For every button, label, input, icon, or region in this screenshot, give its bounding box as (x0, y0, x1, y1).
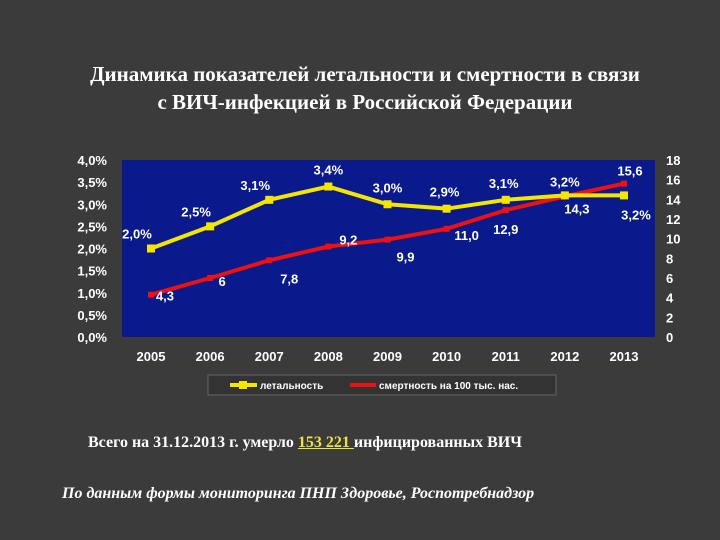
lethality-data-label: 3,2% (550, 174, 580, 189)
right-axis-tick: 16 (666, 173, 680, 188)
right-axis-tick: 2 (666, 310, 673, 325)
left-axis-tick: 0,5% (77, 308, 107, 323)
legend-mortality-label: смертность на 100 тыс. нас. (379, 381, 518, 392)
right-axis-tick: 6 (666, 271, 673, 286)
lethality-point (147, 244, 155, 253)
x-axis-tick: 2007 (255, 349, 284, 364)
right-axis-tick: 8 (666, 251, 673, 266)
mortality-data-label: 9,9 (396, 250, 414, 265)
mortality-data-label: 14,3 (564, 201, 589, 216)
mortality-point (207, 275, 214, 281)
mortality-point (148, 291, 154, 298)
lethality-point (324, 182, 333, 191)
slide-title-line-1: Динамика показателей летальности и смерт… (90, 62, 640, 86)
right-axis-tick: 0 (666, 330, 673, 345)
mortality-data-label: 4,3 (156, 289, 174, 304)
x-axis-tick: 2008 (314, 349, 343, 364)
left-axis-tick: 3,0% (77, 197, 107, 212)
mortality-point (443, 225, 450, 232)
slide-title-line-2: с ВИЧ-инфекцией в Российской Федерации (157, 90, 573, 114)
plot-area (122, 160, 655, 337)
slide-title: Динамика показателей летальности и смерт… (40, 60, 690, 116)
lethality-point (265, 195, 274, 204)
mortality-point (266, 257, 273, 264)
lethality-data-label: 3,2% (621, 207, 651, 222)
lethality-data-label: 3,1% (489, 176, 519, 191)
lethality-point (442, 204, 451, 213)
right-axis-tick: 14 (666, 192, 681, 207)
mortality-point (621, 180, 627, 187)
deaths-count: 153 221 (297, 434, 354, 451)
left-axis-tick: 3,5% (77, 175, 107, 190)
left-axis-tick: 0,0% (77, 330, 107, 345)
mortality-data-label: 11,0 (454, 228, 479, 243)
mortality-data-label: 9,2 (339, 233, 357, 248)
mortality-data-label: 12,9 (493, 222, 518, 237)
mortality-data-label: 7,8 (280, 271, 298, 286)
lethality-point (501, 195, 510, 204)
note-text-end: инфицированных ВИЧ (353, 434, 522, 451)
x-axis-tick: 2011 (492, 349, 520, 364)
legend-lethality-label: летальность (260, 381, 323, 392)
mortality-data-label: 6 (219, 274, 226, 289)
right-axis-tick: 12 (666, 212, 680, 227)
x-axis-tick: 2009 (373, 349, 402, 364)
mortality-point (384, 236, 391, 243)
right-axis-tick: 10 (666, 232, 680, 247)
left-axis-tick: 2,0% (77, 242, 107, 257)
lethality-data-label: 2,0% (122, 227, 152, 242)
x-axis-tick: 2010 (432, 349, 461, 364)
legend-box (207, 374, 557, 396)
lethality-data-label: 3,1% (240, 178, 270, 193)
data-source: По данным формы мониторинга ПНП Здоровье… (62, 485, 535, 502)
mortality-data-label: 15,6 (617, 164, 642, 179)
right-axis-tick: 18 (666, 153, 680, 168)
left-axis-tick: 2,5% (77, 219, 107, 234)
legend-lethality-marker (239, 381, 247, 389)
lethality-data-label: 3,0% (373, 180, 403, 195)
lethality-point (620, 191, 628, 200)
mortality-point (502, 207, 509, 214)
x-axis-tick: 2006 (196, 349, 225, 364)
left-axis-tick: 1,0% (77, 286, 107, 301)
mortality-point (325, 243, 332, 250)
lethality-data-label: 2,5% (181, 204, 211, 219)
lethality-point (560, 191, 569, 200)
lethality-data-label: 2,9% (430, 185, 460, 200)
x-axis-tick: 2013 (610, 349, 639, 364)
lethality-data-label: 3,4% (314, 163, 344, 178)
left-axis-tick: 4,0% (77, 153, 107, 168)
lethality-point (383, 200, 392, 209)
x-axis-tick: 2005 (137, 349, 166, 364)
right-axis-tick: 4 (666, 291, 674, 306)
lethality-point (206, 222, 215, 231)
left-axis-tick: 1,5% (77, 264, 107, 279)
x-axis-tick: 2012 (550, 349, 579, 364)
note-text-start: Всего на 31.12.2013 г. умерло (88, 434, 298, 451)
total-deaths-note: Всего на 31.12.2013 г. умерло 153 221 ин… (88, 434, 522, 452)
